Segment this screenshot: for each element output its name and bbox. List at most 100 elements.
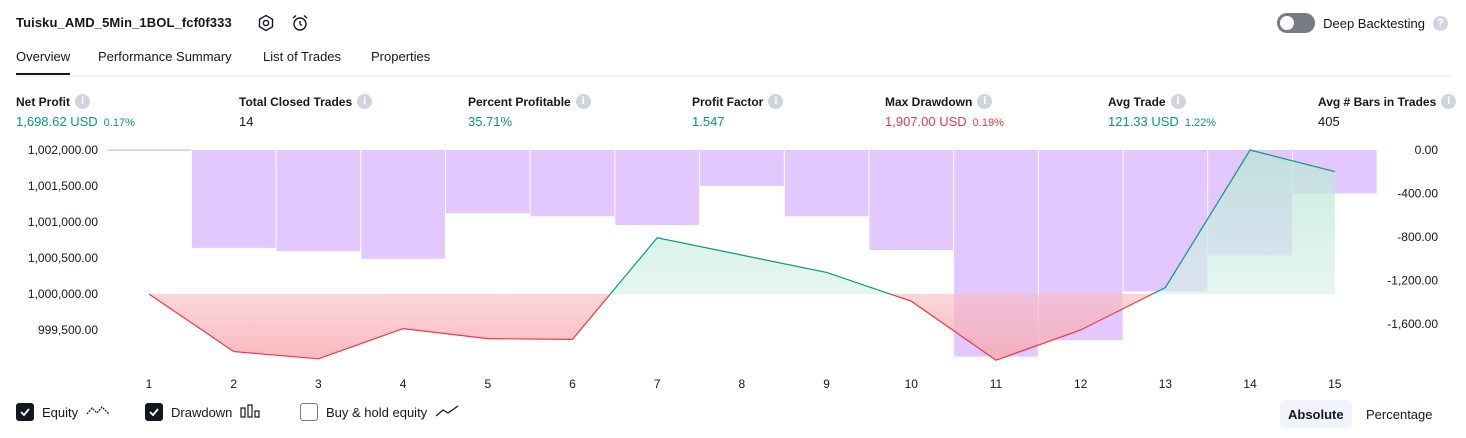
- legend-drawdown[interactable]: Drawdown: [145, 403, 262, 421]
- legend-label: Equity: [42, 404, 79, 420]
- deep-backtesting-toggle[interactable]: [1277, 13, 1316, 33]
- left-axis-tick-label: 999,500.00: [38, 323, 98, 337]
- equity-area-above-baseline: [149, 150, 1335, 294]
- x-axis-tick-label: 12: [1074, 377, 1088, 391]
- legend-label: Drawdown: [171, 404, 233, 420]
- left-axis-tick-label: 1,001,500.00: [28, 179, 98, 193]
- metric-net-profit: Net Profit i 1,698.62 USD 0.17%: [16, 94, 135, 129]
- mode-percentage-button[interactable]: Percentage: [1366, 406, 1433, 422]
- tab-overview[interactable]: Overview: [16, 49, 71, 75]
- equity-line-below: [148, 294, 1154, 361]
- drawdown-bar: [276, 150, 361, 252]
- metric-label: Percent Profitable: [468, 94, 571, 109]
- buy-hold-checkbox[interactable]: [300, 403, 318, 421]
- info-icon[interactable]: i: [75, 94, 90, 109]
- x-axis-tick-label: 8: [739, 377, 746, 391]
- equity-area-below-baseline: [149, 294, 1335, 361]
- drawdown-bar: [361, 150, 445, 259]
- x-axis-tick-label: 5: [484, 377, 491, 391]
- equity-line-above: [149, 149, 1335, 294]
- x-axis-tick-label: 9: [823, 377, 830, 391]
- tab-properties[interactable]: Properties: [371, 49, 431, 64]
- strategy-title: Tuisku_AMD_5Min_1BOL_fcf0f333: [16, 15, 232, 30]
- metric-percent: 1.22%: [1184, 117, 1217, 129]
- drawdown-bar: [191, 150, 276, 248]
- metric-label: Avg Trade: [1108, 94, 1166, 109]
- drawdown-bars-icon: [240, 403, 262, 421]
- metric-percent-profitable: Percent Profitable i 35.71%: [468, 94, 591, 129]
- metric-max-drawdown: Max Drawdown i 1,907.00 USD 0.19%: [885, 94, 1004, 129]
- info-icon[interactable]: i: [768, 94, 784, 109]
- metric-label: Net Profit: [16, 94, 70, 109]
- x-axis-tick-label: 11: [990, 377, 1003, 391]
- tab-performance-summary[interactable]: Performance Summary: [98, 49, 232, 64]
- metric-value: 35.71%: [468, 114, 513, 129]
- info-icon[interactable]: i: [357, 94, 373, 109]
- help-icon[interactable]: ?: [1433, 15, 1448, 31]
- x-axis-tick-label: 10: [905, 377, 919, 391]
- x-axis: 1 2 3 4 5 6 7 8 9 10 11 12 13 14 15: [146, 377, 1342, 391]
- metric-label: Profit Factor: [692, 94, 764, 109]
- info-icon[interactable]: i: [977, 94, 993, 109]
- metric-value: 1.547: [692, 114, 725, 129]
- metric-percent: 0.17%: [103, 117, 135, 129]
- x-axis-tick-label: 2: [230, 377, 237, 391]
- drawdown-bar: [615, 150, 700, 226]
- metric-total-closed-trades: Total Closed Trades i 14: [239, 94, 373, 129]
- right-axis-tick-label: -400.00: [1397, 187, 1438, 201]
- metric-percent: 0.19%: [972, 117, 1004, 129]
- left-axis-tick-label: 1,000,500.00: [28, 251, 98, 265]
- left-axis-tick-label: 1,002,000.00: [28, 143, 98, 157]
- deep-backtesting-label: Deep Backtesting: [1323, 15, 1425, 31]
- metric-value: 405: [1318, 114, 1340, 129]
- equity-line-icon: [86, 404, 110, 421]
- metric-value: 1,698.62 USD: [16, 114, 98, 129]
- drawdown-checkbox[interactable]: [145, 403, 163, 421]
- equity-checkbox[interactable]: [16, 403, 34, 421]
- x-axis-tick-label: 4: [400, 377, 407, 391]
- x-axis-tick-label: 3: [315, 377, 322, 391]
- metric-value: 121.33 USD: [1108, 114, 1179, 129]
- x-axis-tick-label: 15: [1328, 377, 1342, 391]
- legend-buy-hold-equity[interactable]: Buy & hold equity: [300, 403, 459, 421]
- right-axis-tick-label: -1,600.00: [1387, 317, 1438, 331]
- left-axis-tick-label: 1,001,000.00: [28, 215, 98, 229]
- metric-value: 1,907.00 USD: [885, 114, 967, 129]
- info-icon[interactable]: i: [575, 94, 591, 109]
- metric-label: Total Closed Trades: [239, 94, 353, 109]
- info-icon[interactable]: i: [1170, 94, 1186, 109]
- tab-list-of-trades[interactable]: List of Trades: [263, 49, 342, 64]
- x-axis-tick-label: 1: [146, 377, 153, 391]
- right-axis-tick-label: -800.00: [1397, 230, 1438, 244]
- mode-absolute-button[interactable]: Absolute: [1280, 400, 1352, 428]
- equity-area: [108, 149, 1335, 361]
- drawdown-bar: [530, 150, 615, 217]
- drawdown-bar: [700, 150, 784, 186]
- info-icon[interactable]: i: [1441, 94, 1457, 109]
- right-axis: 0.00 -400.00 -800.00 -1,200.00 -1,600.00: [1387, 143, 1438, 331]
- right-axis-tick-label: -1,200.00: [1387, 274, 1438, 288]
- legend-equity[interactable]: Equity: [16, 403, 110, 421]
- metric-profit-factor: Profit Factor i 1.547: [692, 94, 784, 129]
- deep-backtesting-control: Deep Backtesting ?: [1277, 13, 1448, 33]
- left-axis: 1,002,000.00 1,001,500.00 1,001,000.00 1,00…: [28, 143, 98, 337]
- left-axis-tick-label: 1,000,000.00: [28, 287, 98, 301]
- legend-label: Buy & hold equity: [326, 404, 428, 420]
- drawdown-bar: [445, 150, 530, 214]
- metric-avg-bars-in-trades: Avg # Bars in Trades i 405: [1318, 94, 1457, 129]
- x-axis-tick-label: 7: [654, 377, 661, 391]
- drawdown-bar: [869, 150, 954, 251]
- drawdown-bar: [784, 150, 869, 217]
- equity-drawdown-chart[interactable]: 1,002,000.00 1,001,500.00 1,001,000.00 1,00…: [0, 138, 1466, 396]
- x-axis-tick-label: 13: [1159, 377, 1173, 391]
- toggle-knob: [1280, 16, 1295, 30]
- metric-label: Max Drawdown: [885, 94, 973, 109]
- metric-value: 14: [239, 114, 254, 129]
- settings-gear-icon[interactable]: [256, 13, 276, 33]
- right-axis-tick-label: 0.00: [1415, 143, 1439, 157]
- x-axis-tick-label: 14: [1243, 377, 1257, 391]
- equity-line: [148, 149, 1335, 361]
- alarm-clock-icon[interactable]: [290, 13, 310, 33]
- buy-hold-line-icon: [435, 404, 459, 421]
